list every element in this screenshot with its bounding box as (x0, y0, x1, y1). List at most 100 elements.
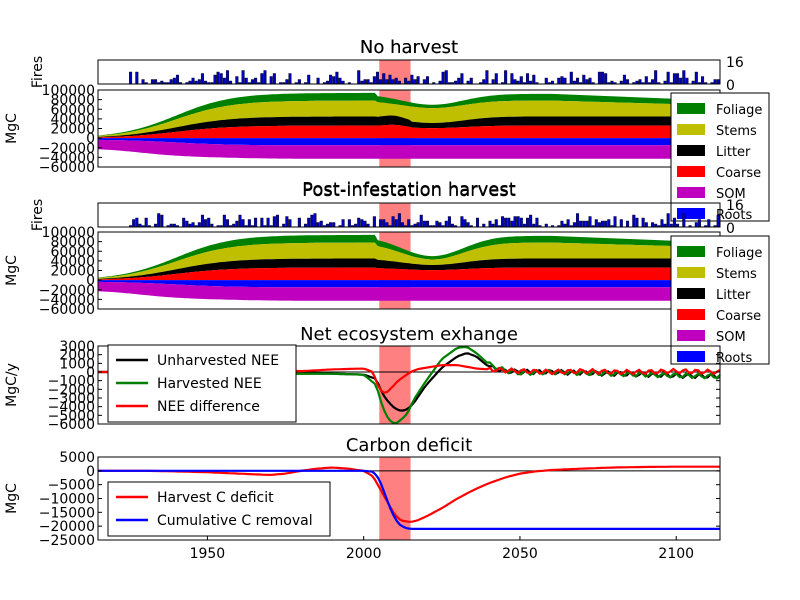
area-som (98, 281, 720, 301)
fire-bar (160, 214, 164, 228)
fire-bar (654, 70, 658, 85)
legend-swatch (677, 330, 705, 341)
fire-bar (716, 79, 720, 85)
fire-bar (347, 219, 351, 228)
fire-bar (216, 71, 220, 85)
fire-bar (460, 216, 464, 228)
fire-bar (557, 77, 561, 85)
y-axis-label: MgC (4, 255, 20, 286)
series-line (98, 469, 720, 530)
y-axis-label: MgC/y (4, 363, 20, 407)
fire-bar (416, 222, 420, 228)
y-tick-label: −60000 (39, 160, 95, 176)
fire-bar (172, 77, 176, 85)
fire-bar (197, 79, 201, 85)
fire-bar (222, 77, 226, 85)
fire-bar (382, 219, 386, 228)
fire-bar (604, 73, 608, 85)
fire-bar (597, 222, 601, 228)
fire-bar (200, 73, 204, 85)
y-tick-label: 80000 (50, 93, 95, 109)
fire-bar (425, 220, 430, 228)
fire-bar (619, 219, 623, 228)
legend-box (670, 235, 770, 365)
legend-swatch (677, 288, 705, 299)
panel-title: Carbon deficit (346, 435, 472, 456)
fire-bar (666, 213, 670, 228)
fire-bar (385, 222, 389, 228)
fire-bar (457, 77, 461, 85)
fire-bar (247, 219, 251, 228)
fire-bar (269, 76, 273, 85)
fire-bar (260, 217, 264, 228)
fire-bar (425, 76, 430, 85)
fire-bar (319, 220, 323, 228)
fire-bar (510, 220, 514, 228)
fire-bar (285, 79, 289, 85)
fire-bar (444, 220, 448, 228)
fire-bar (635, 217, 639, 228)
fire-bar (129, 71, 133, 85)
legend-swatch (677, 246, 705, 257)
fire-bar (185, 220, 189, 228)
fire-bar (576, 77, 580, 85)
fire-bar (682, 70, 686, 85)
fire-bar (579, 220, 583, 228)
legend-label: Litter (716, 145, 751, 160)
fire-bar (694, 71, 698, 85)
fire-bar (572, 222, 576, 228)
fire-bar (272, 216, 276, 228)
fire-bar (372, 216, 376, 228)
legend-box (107, 481, 331, 537)
fire-bar (697, 219, 701, 228)
fires-tick-label: 16 (726, 198, 744, 214)
x-tick-label: 1950 (190, 546, 226, 562)
legend-label: Litter (716, 288, 751, 303)
fire-bar (676, 73, 680, 85)
fire-bar (641, 217, 645, 228)
legend-label: SOM (716, 187, 746, 202)
panel-title: No harvest (360, 37, 458, 58)
y-tick-label: −20000 (39, 141, 95, 157)
fire-bar (154, 79, 158, 85)
fire-bar (141, 79, 145, 85)
fire-bar (651, 79, 655, 85)
fire-bar (566, 219, 570, 228)
area-litter (98, 258, 720, 280)
fire-bar (222, 214, 226, 228)
fire-bar (200, 214, 204, 228)
legend-swatch (677, 208, 705, 219)
area-litter (98, 115, 720, 138)
legend-label: Harvest C deficit (157, 490, 274, 506)
fire-bar (513, 79, 517, 85)
fire-bar (626, 79, 630, 85)
x-tick-label: 2000 (346, 546, 382, 562)
y-tick-label: 0 (86, 464, 95, 480)
fire-bar (372, 76, 376, 85)
y-tick-label: 80000 (50, 235, 95, 251)
y-axis-label: Fires (30, 199, 46, 231)
fire-bar (419, 214, 423, 228)
fire-bar (254, 217, 258, 228)
fire-bar (476, 217, 480, 228)
y-tick-label: 20000 (50, 264, 95, 280)
fire-bar (394, 219, 398, 228)
fire-bar (491, 79, 495, 85)
fire-bar (707, 219, 711, 228)
fire-bar (463, 219, 467, 228)
fire-bar (685, 77, 689, 85)
fire-bar (672, 217, 676, 228)
fire-bar (644, 76, 648, 85)
fire-bar (260, 73, 264, 85)
fire-bar (329, 74, 333, 85)
fire-bar (310, 214, 314, 228)
fire-bar (632, 214, 636, 228)
fire-bar (563, 77, 567, 85)
fire-bar (638, 79, 642, 85)
panel-title: Net ecosystem exhange (300, 324, 518, 345)
fire-bar (275, 214, 279, 228)
y-axis-label: Fires (30, 56, 46, 88)
fire-bar (266, 217, 270, 228)
fire-bar (150, 79, 154, 85)
